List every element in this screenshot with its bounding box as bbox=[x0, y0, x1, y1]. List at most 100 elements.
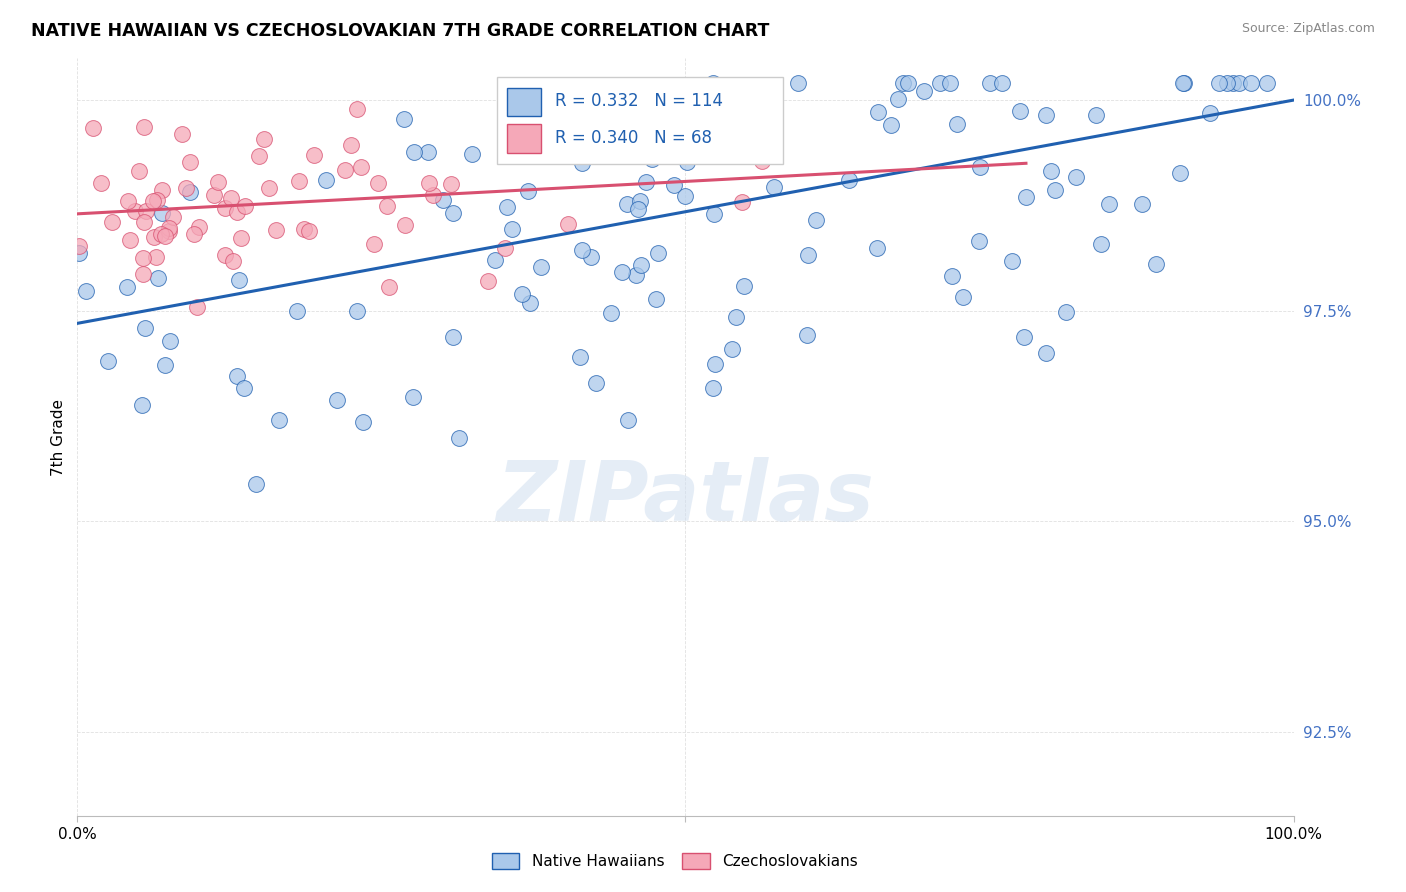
Point bbox=[132, 215, 155, 229]
Point bbox=[418, 176, 440, 190]
Point bbox=[1168, 166, 1191, 180]
Text: ZIPatlas: ZIPatlas bbox=[496, 458, 875, 538]
Point bbox=[402, 390, 425, 404]
Point bbox=[128, 163, 150, 178]
Point bbox=[1171, 76, 1194, 90]
Point bbox=[150, 206, 173, 220]
Point bbox=[441, 206, 464, 220]
Point bbox=[214, 248, 236, 262]
Point bbox=[704, 357, 727, 371]
Point bbox=[153, 228, 176, 243]
Point bbox=[75, 285, 97, 299]
Point bbox=[897, 76, 920, 90]
Point bbox=[146, 193, 169, 207]
Point bbox=[159, 334, 181, 348]
Point bbox=[346, 102, 368, 116]
Point bbox=[441, 330, 464, 344]
Point bbox=[247, 149, 270, 163]
Point bbox=[233, 199, 256, 213]
Point bbox=[179, 154, 201, 169]
Point bbox=[893, 76, 915, 90]
Point bbox=[174, 181, 197, 195]
Point bbox=[219, 191, 242, 205]
Point bbox=[866, 242, 889, 256]
Point bbox=[557, 217, 579, 231]
Point bbox=[1039, 163, 1062, 178]
Point bbox=[868, 105, 890, 120]
Legend: Native Hawaiians, Czechoslovakians: Native Hawaiians, Czechoslovakians bbox=[485, 847, 865, 875]
Point bbox=[340, 137, 363, 152]
Point bbox=[519, 295, 541, 310]
Point bbox=[806, 212, 828, 227]
Point bbox=[516, 184, 538, 198]
Point bbox=[617, 412, 640, 426]
Point bbox=[264, 223, 287, 237]
Point bbox=[1090, 236, 1112, 251]
Point bbox=[571, 156, 593, 170]
Point bbox=[946, 117, 969, 131]
Point bbox=[624, 268, 647, 282]
Point bbox=[703, 207, 725, 221]
Text: R = 0.340   N = 68: R = 0.340 N = 68 bbox=[555, 128, 713, 146]
Point bbox=[367, 176, 389, 190]
Point bbox=[315, 173, 337, 187]
Point bbox=[183, 227, 205, 241]
FancyBboxPatch shape bbox=[496, 77, 783, 164]
Point bbox=[1215, 76, 1237, 90]
Point bbox=[231, 230, 253, 244]
Point bbox=[232, 381, 254, 395]
Point bbox=[294, 221, 316, 235]
Point bbox=[207, 175, 229, 189]
Point bbox=[578, 140, 600, 154]
Point bbox=[352, 415, 374, 429]
Point bbox=[599, 306, 621, 320]
Point bbox=[1064, 169, 1087, 184]
Point bbox=[1008, 104, 1031, 119]
Point bbox=[571, 244, 593, 258]
Point bbox=[495, 200, 517, 214]
Point bbox=[67, 239, 90, 253]
Point bbox=[90, 176, 112, 190]
Point bbox=[142, 194, 165, 208]
Point bbox=[416, 145, 439, 160]
Point bbox=[636, 175, 658, 189]
Point bbox=[1085, 108, 1108, 122]
Point bbox=[585, 376, 607, 391]
Text: R = 0.332   N = 114: R = 0.332 N = 114 bbox=[555, 92, 723, 111]
Point bbox=[226, 205, 249, 219]
Point bbox=[143, 229, 166, 244]
Point bbox=[449, 432, 471, 446]
Point bbox=[1240, 76, 1263, 90]
Point bbox=[522, 128, 544, 142]
Point bbox=[202, 188, 225, 202]
Point bbox=[225, 369, 247, 384]
FancyBboxPatch shape bbox=[506, 87, 541, 116]
Point bbox=[730, 194, 752, 209]
Point bbox=[991, 76, 1014, 90]
Point bbox=[145, 250, 167, 264]
Point bbox=[555, 145, 578, 160]
Point bbox=[131, 399, 153, 413]
Point bbox=[440, 178, 463, 192]
Point bbox=[1146, 257, 1168, 271]
Point bbox=[149, 227, 172, 241]
Point bbox=[153, 358, 176, 372]
Point bbox=[134, 321, 156, 335]
Text: NATIVE HAWAIIAN VS CZECHOSLOVAKIAN 7TH GRADE CORRELATION CHART: NATIVE HAWAIIAN VS CZECHOSLOVAKIAN 7TH G… bbox=[31, 22, 769, 40]
Point bbox=[952, 290, 974, 304]
Point bbox=[969, 160, 991, 174]
Point bbox=[1043, 183, 1066, 197]
Point bbox=[97, 354, 120, 368]
Point bbox=[402, 145, 425, 160]
Point bbox=[1130, 196, 1153, 211]
Point bbox=[616, 197, 638, 211]
Point bbox=[1054, 305, 1077, 319]
Point bbox=[979, 76, 1001, 90]
Point bbox=[626, 202, 648, 216]
Point bbox=[117, 194, 139, 208]
Point bbox=[377, 280, 399, 294]
Point bbox=[579, 251, 602, 265]
Point bbox=[82, 121, 104, 136]
Point bbox=[1227, 76, 1250, 90]
Point bbox=[838, 173, 860, 187]
